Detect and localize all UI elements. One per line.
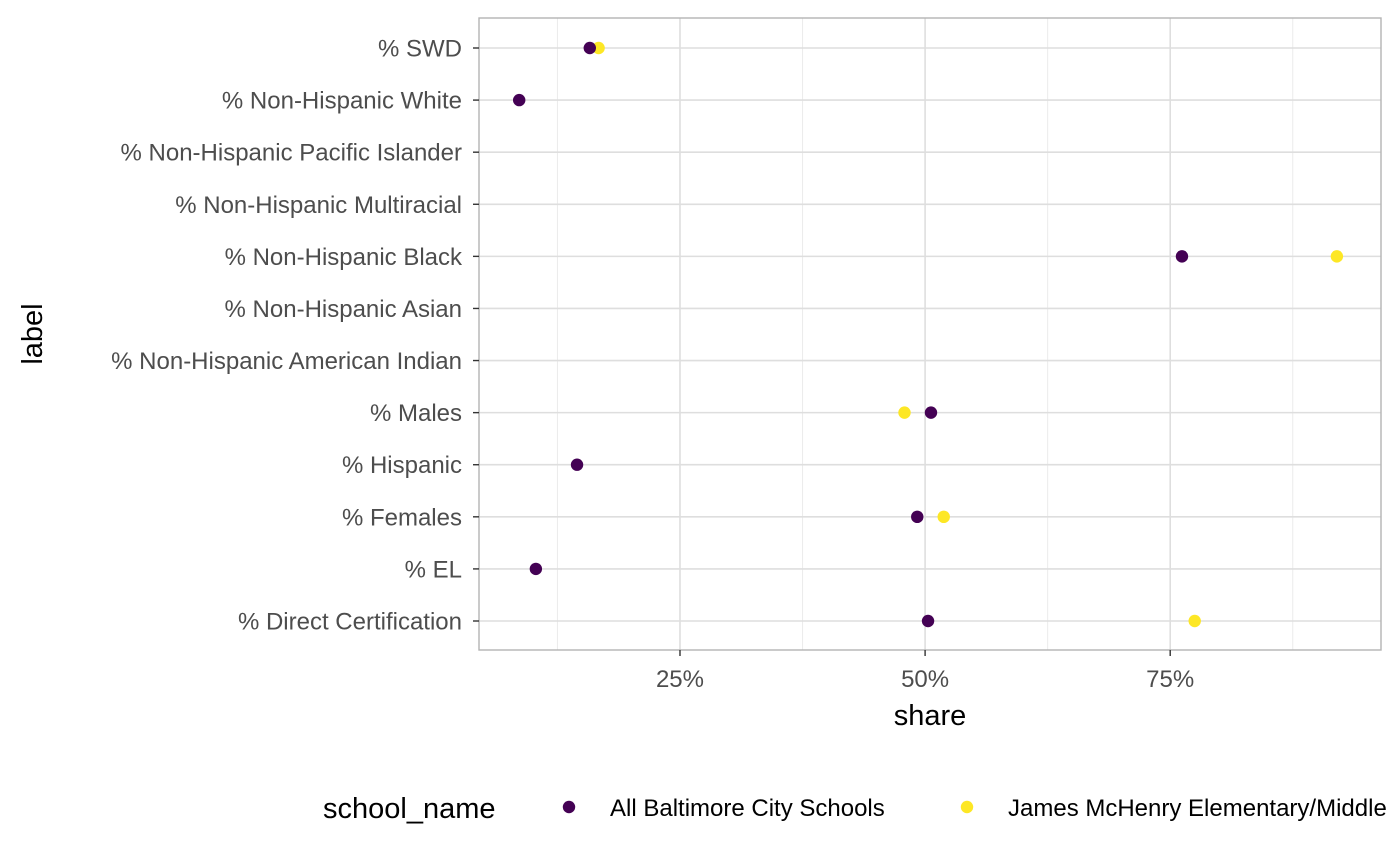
points-layer	[512, 41, 1344, 628]
y-tick-label: % Non-Hispanic Asian	[225, 296, 462, 323]
legend-label: All Baltimore City Schools	[610, 795, 885, 822]
y-tick-label: % Non-Hispanic Pacific Islander	[121, 140, 462, 167]
point-all-baltimore-city-schools	[1175, 250, 1189, 263]
x-tick-label: 50%	[901, 666, 949, 693]
y-tick-label: % Non-Hispanic Black	[225, 244, 463, 271]
point-all-baltimore-city-schools	[921, 614, 935, 628]
point-james-mchenry-elementary-middle	[1188, 614, 1201, 628]
point-all-baltimore-city-schools	[924, 406, 938, 419]
y-tick-labels: % SWD % Non-Hispanic White % Non-Hispanic …	[111, 36, 479, 636]
legend-key-james-mchenry-elementary-middle	[960, 800, 974, 814]
legend: school_name All Baltimore City Schools Ja…	[323, 793, 1387, 825]
legend-label: James McHenry Elementary/Middle	[1008, 795, 1387, 822]
point-james-mchenry-elementary-middle	[1330, 250, 1344, 263]
legend-title: school_name	[323, 793, 496, 825]
legend-key-all-baltimore-city-schools	[562, 800, 576, 814]
y-tick-label: % EL	[405, 556, 462, 583]
point-all-baltimore-city-schools	[529, 562, 543, 576]
x-tick-labels: 25% 50% 75%	[656, 650, 1194, 693]
x-tick-label: 25%	[656, 666, 704, 693]
y-tick-label: % Females	[342, 504, 462, 531]
point-all-baltimore-city-schools	[512, 93, 526, 107]
point-all-baltimore-city-schools	[583, 41, 596, 55]
y-tick-label: % Non-Hispanic American Indian	[111, 348, 462, 375]
point-all-baltimore-city-schools	[570, 458, 584, 471]
y-tick-label: % Males	[370, 400, 462, 427]
y-tick-label: % SWD	[378, 36, 462, 63]
y-tick-label: % Non-Hispanic Multiracial	[175, 192, 462, 219]
y-tick-label: % Hispanic	[342, 452, 462, 479]
point-james-mchenry-elementary-middle	[592, 41, 605, 55]
y-axis-title: label	[17, 303, 49, 364]
x-axis-title: share	[894, 700, 967, 732]
y-tick-label: % Direct Certification	[238, 609, 462, 636]
x-tick-label: 75%	[1146, 666, 1194, 693]
panel-border	[478, 17, 1382, 651]
y-tick-label: % Non-Hispanic White	[222, 88, 462, 115]
grid-layer	[479, 18, 1381, 650]
point-all-baltimore-city-schools	[911, 510, 924, 524]
point-james-mchenry-elementary-middle	[937, 510, 950, 524]
point-james-mchenry-elementary-middle	[898, 406, 911, 419]
